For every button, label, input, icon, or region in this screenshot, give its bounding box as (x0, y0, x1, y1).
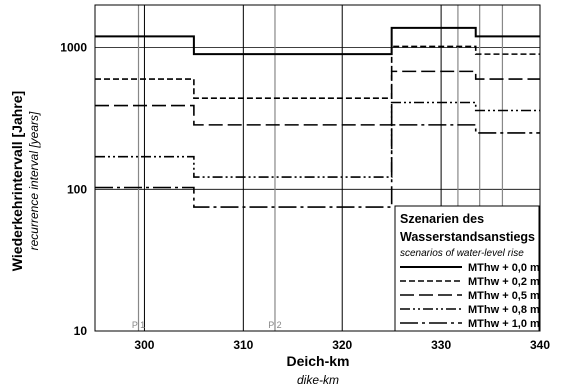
legend-box (394, 205, 540, 332)
legend-label: MThw + 0,0 m (468, 262, 540, 274)
x-tick-label: 300 (134, 338, 154, 352)
x-tick-label: 310 (233, 338, 253, 352)
x-tick-label: 320 (332, 338, 352, 352)
x-tick-labels: 300 310 320 330 340 (134, 338, 550, 352)
y-tick-label: 100 (67, 182, 87, 196)
series-line (95, 45, 540, 99)
grid (95, 5, 541, 332)
y-axis-subtitle: recurrence interval [years] (27, 111, 41, 250)
legend-label: MThw + 1,0 m (468, 318, 540, 330)
series-line (95, 101, 540, 178)
legend-title-line1: Szenarien des (400, 212, 484, 226)
x-axis-subtitle: dike-km (297, 373, 339, 387)
legend-entries: MThw + 0,0 m MThw + 0,2 m MThw + 0,5 m MThw… (400, 262, 540, 330)
y-tick-labels: 10 100 1000 (60, 41, 87, 338)
y-tick-label: 1000 (60, 41, 87, 55)
legend-label: MThw + 0,5 m (468, 290, 540, 302)
x-tick-label: 330 (431, 338, 451, 352)
series-line (95, 70, 540, 126)
y-axis-title: Wiederkehrintervall [Jahre] (9, 91, 25, 271)
legend-subtitle: scenarios of water-level rise (400, 248, 524, 259)
legend-label: MThw + 0,2 m (468, 276, 540, 288)
x-tick-label: 340 (530, 338, 550, 352)
x-axis-title: Deich-km (286, 353, 349, 369)
legend-label: MThw + 0,8 m (468, 304, 540, 316)
series-lines (95, 26, 540, 208)
profile-marker-label: P 2 (268, 320, 281, 330)
series-line (95, 124, 540, 208)
plot-frame (94, 4, 541, 332)
y-tick-label: 10 (74, 324, 88, 338)
legend: Szenarien des Wasserstandsanstiegs scena… (394, 205, 540, 332)
series-line (95, 26, 540, 56)
legend-title-line2: Wasserstandsanstiegs (400, 230, 535, 244)
profile-marker-label: P 1 (132, 320, 145, 330)
